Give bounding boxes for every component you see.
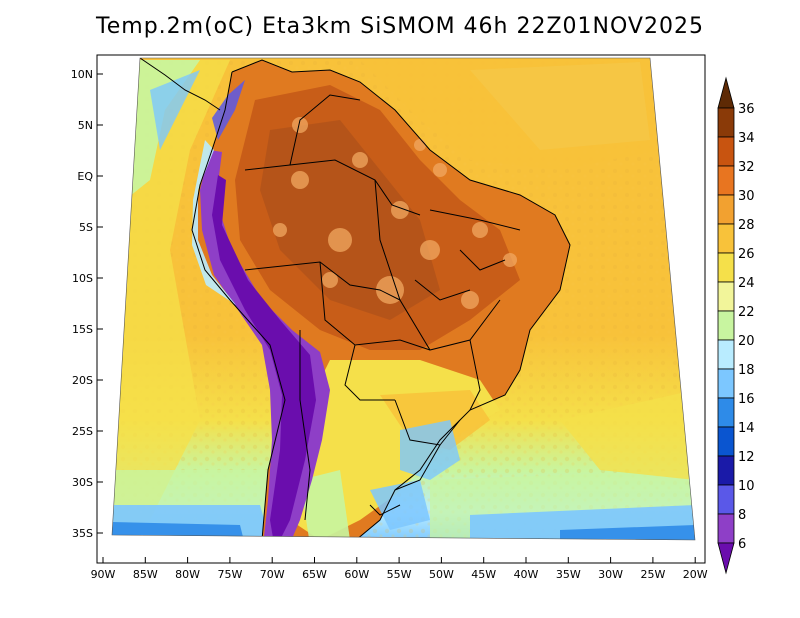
colorbar-box (717, 223, 735, 254)
colorbar-label: 28 (738, 218, 755, 233)
colorbar-label: 12 (738, 450, 755, 465)
lat-label: EQ (77, 170, 93, 183)
map-title: Temp.2m(oC) Eta3km SiSMOM 46h 22Z01NOV20… (96, 14, 704, 39)
colorbar-label: 16 (738, 392, 755, 407)
colorbar-box (717, 426, 735, 457)
lon-label: 50W (429, 568, 454, 581)
lon-label: 35W (556, 568, 581, 581)
colorbar-label: 34 (738, 131, 755, 146)
colorbar-box (717, 455, 735, 486)
map-axes: 10N 5N EQ 5S 10S 15S 20S 25S 30S 35S 90W 85W 80W 75W 7… (71, 68, 708, 581)
colorbar-box (717, 194, 735, 225)
colorbar: 6 8 10 12 14 16 18 20 22 24 26 28 30 32 34 36 (717, 76, 755, 575)
colorbar-max-arrow (717, 76, 735, 109)
colorbar-box (717, 165, 735, 196)
colorbar-box (717, 136, 735, 167)
colorbar-box (717, 281, 735, 312)
colorbar-label: 36 (738, 102, 755, 117)
colorbar-box (717, 339, 735, 370)
lon-label: 80W (175, 568, 200, 581)
lon-label: 90W (91, 568, 116, 581)
colorbar-label: 22 (738, 305, 755, 320)
lon-label: 85W (133, 568, 158, 581)
lat-label: 10S (72, 272, 93, 285)
colorbar-label: 8 (738, 508, 746, 523)
colorbar-label: 30 (738, 189, 755, 204)
colorbar-label: 14 (738, 421, 755, 436)
lon-label: 45W (471, 568, 496, 581)
colorbar-label: 18 (738, 363, 755, 378)
lon-label: 75W (217, 568, 242, 581)
lon-label: 55W (387, 568, 412, 581)
lat-label: 15S (72, 323, 93, 336)
lon-label: 60W (344, 568, 369, 581)
lat-label: 25S (72, 425, 93, 438)
lon-label: 40W (514, 568, 539, 581)
lon-label: 70W (260, 568, 285, 581)
lon-label: 25W (640, 568, 665, 581)
colorbar-box (717, 484, 735, 515)
colorbar-label: 6 (738, 537, 746, 552)
lon-label: 20W (683, 568, 708, 581)
lat-label: 10N (71, 68, 93, 81)
colorbar-label: 24 (738, 276, 755, 291)
colorbar-box (717, 310, 735, 341)
colorbar-box (717, 107, 735, 138)
colorbar-label: 20 (738, 334, 755, 349)
colorbar-label: 32 (738, 160, 755, 175)
lon-label: 65W (302, 568, 327, 581)
colorbar-label: 26 (738, 247, 755, 262)
lon-label: 30W (598, 568, 623, 581)
lat-label: 30S (72, 476, 93, 489)
colorbar-box (717, 252, 735, 283)
country-borders (191, 59, 571, 540)
colorbar-box (717, 513, 735, 544)
colorbar-min-arrow (717, 542, 735, 575)
colorbar-box (717, 368, 735, 399)
colorbar-box (717, 397, 735, 428)
lat-label: 5S (79, 221, 93, 234)
lat-label: 20S (72, 374, 93, 387)
colorbar-label: 10 (738, 479, 755, 494)
temperature-field (112, 58, 695, 540)
lat-label: 5N (78, 119, 93, 132)
lat-label: 35S (72, 527, 93, 540)
